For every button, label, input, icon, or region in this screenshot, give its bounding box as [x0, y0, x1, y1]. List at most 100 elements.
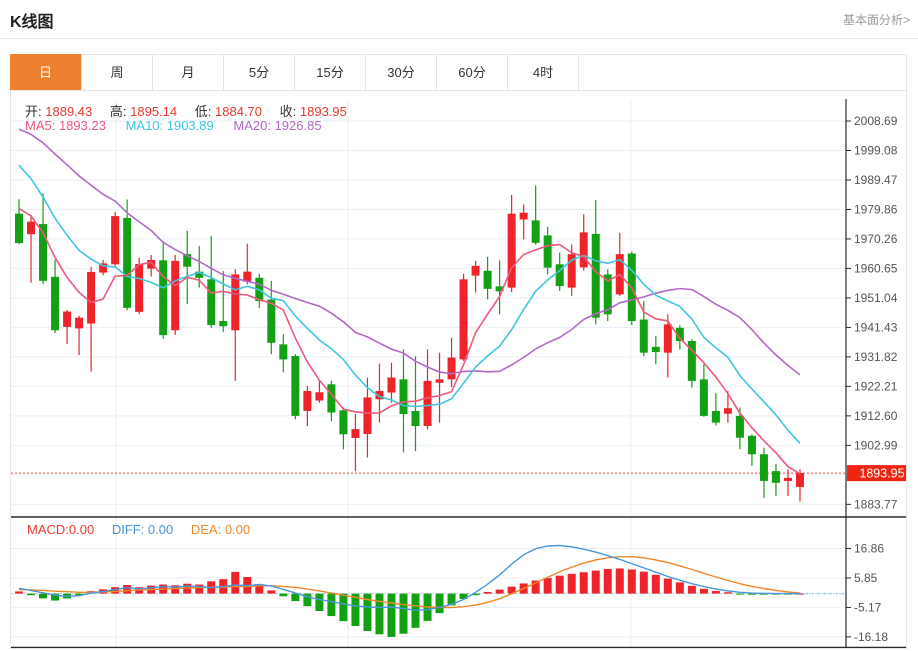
macd-bar [387, 593, 396, 637]
candle-body [771, 471, 780, 483]
macd-bar [75, 593, 84, 596]
macd-legend: MACD:0.00 DIFF: 0.00 DEA: 0.00 [27, 522, 264, 537]
candle-body [687, 340, 696, 381]
candle-body [579, 232, 588, 268]
candle-body [87, 271, 96, 324]
candle-body [759, 454, 768, 481]
candle-body [795, 473, 804, 487]
macd-bar [351, 593, 360, 626]
macd-axis-label: -16.18 [854, 630, 888, 644]
macd-bar [195, 584, 204, 594]
candle-body [195, 271, 204, 278]
macd-bar [51, 593, 60, 601]
ohlc-readout: 开: 1889.43 高: 1895.14 低: 1884.70 收: 1893… [25, 101, 361, 120]
dea-line [18, 556, 801, 609]
candle-body [591, 233, 600, 318]
price-axis-label: 1883.77 [854, 497, 898, 511]
dea-readout: DEA: 0.00 [190, 522, 251, 537]
candle-body [291, 356, 300, 416]
candle-body [783, 477, 792, 481]
tab-日[interactable]: 日 [10, 54, 82, 91]
ma5-readout: MA5: 1893.23 [25, 118, 106, 133]
tab-月[interactable]: 月 [153, 55, 224, 90]
ma20-line [18, 128, 801, 376]
low-label: 低: [194, 104, 212, 119]
candle-body [303, 391, 312, 411]
macd-bar [759, 593, 768, 595]
macd-bar [627, 569, 636, 594]
macd-bar [327, 593, 336, 617]
tab-30分[interactable]: 30分 [366, 55, 437, 90]
low-value: 1884.70 [215, 104, 262, 119]
macd-bar [255, 584, 264, 594]
macd-bar [471, 593, 480, 596]
macd-bar [315, 593, 324, 611]
candle-body [111, 216, 120, 265]
diff-line [18, 544, 800, 611]
candle-body [99, 263, 108, 273]
candle-body [51, 276, 60, 331]
macd-bar [279, 593, 288, 597]
tab-5分[interactable]: 5分 [224, 55, 295, 90]
macd-bar [435, 593, 444, 614]
candle-body [567, 254, 576, 288]
candle-body [387, 377, 396, 393]
macd-bar [39, 593, 48, 599]
candle-body [147, 259, 156, 269]
candle-body [279, 344, 288, 360]
macd-bar [171, 585, 180, 594]
macd-readout: MACD:0.00 [27, 522, 95, 537]
macd-bar [591, 570, 600, 594]
candle-body [495, 286, 504, 292]
candle-body [219, 321, 228, 327]
macd-axis-label: 5.85 [854, 571, 878, 585]
macd-bar [507, 586, 516, 594]
macd-bar [339, 593, 348, 622]
candle-body [519, 212, 528, 220]
macd-bar [231, 571, 240, 594]
candle-body [711, 410, 720, 423]
ma10-readout: MA10: 1903.89 [125, 118, 214, 133]
candle-body [27, 221, 36, 235]
macd-bar [639, 571, 648, 594]
tab-60分[interactable]: 60分 [437, 55, 508, 90]
candle-body [663, 324, 672, 353]
macd-bar [291, 593, 300, 602]
price-axis-label: 1922.21 [854, 379, 898, 393]
candle-body [363, 397, 372, 434]
macd-bar [603, 568, 612, 594]
current-price-value: 1893.95 [859, 467, 904, 481]
open-value: 1889.43 [45, 104, 93, 119]
price-axis-label: 1931.82 [854, 350, 898, 364]
price-axis-label: 2008.69 [854, 114, 898, 128]
candle-body [267, 299, 276, 343]
high-value: 1895.14 [130, 104, 178, 119]
price-axis-label: 1960.65 [854, 261, 898, 275]
macd-bar [687, 585, 696, 594]
tab-周[interactable]: 周 [82, 55, 153, 90]
candle-body [375, 391, 384, 400]
tab-4时[interactable]: 4时 [508, 55, 579, 90]
candle-body [483, 270, 492, 289]
candle-body [123, 217, 132, 308]
candle-body [243, 271, 252, 282]
candle-body [723, 408, 732, 414]
candle-body [75, 317, 84, 329]
page-title: K线图 [10, 14, 54, 31]
ma-legend: MA5: 1893.23 MA10: 1903.89 MA20: 1926.85 [25, 118, 338, 133]
macd-bar [375, 593, 384, 635]
fundamental-analysis-link[interactable]: 基本面分析> [842, 13, 910, 27]
price-axis-label: 1970.26 [854, 232, 898, 246]
tab-15分[interactable]: 15分 [295, 55, 366, 90]
macd-bar [567, 573, 576, 594]
macd-bar [363, 593, 372, 632]
price-axis-label: 1951.04 [854, 291, 898, 305]
candle-body [471, 265, 480, 276]
candle-body [603, 274, 612, 315]
candle-body [339, 410, 348, 435]
kline-chart[interactable]: 2008.69 1999.08 1989.47 1979.86 1970.26 1960.… [11, 91, 906, 648]
price-axis-label: 1979.86 [854, 202, 898, 216]
macd-bar [495, 589, 504, 594]
candle-body [39, 224, 48, 281]
candle-body [207, 279, 216, 326]
